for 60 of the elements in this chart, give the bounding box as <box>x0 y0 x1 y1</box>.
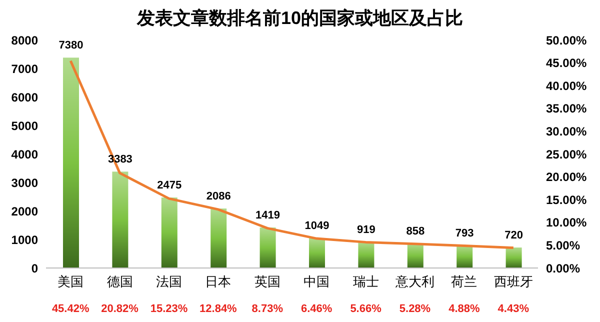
bar <box>260 228 276 268</box>
bar <box>456 245 473 268</box>
data-label: 720 <box>504 229 523 242</box>
data-label: 5.28% <box>399 303 431 315</box>
x-tick-label: 美国 <box>58 274 84 289</box>
y-tick-label: 3000 <box>11 176 38 190</box>
x-tick-label: 西班牙 <box>494 274 533 289</box>
x-tick-label: 日本 <box>205 274 232 289</box>
x-tick-label: 英国 <box>254 274 280 289</box>
data-label: 858 <box>406 226 425 238</box>
y-tick-label: 6000 <box>11 90 38 104</box>
data-label: 15.23% <box>150 303 188 315</box>
data-label: 4.43% <box>498 303 530 315</box>
y-tick-label: 5000 <box>11 118 38 133</box>
bar <box>210 208 227 268</box>
bar <box>112 172 128 268</box>
x-tick-label: 法国 <box>156 274 182 289</box>
data-label: 8.73% <box>252 303 284 315</box>
bar <box>161 197 178 268</box>
y2-tick-label: 35.00% <box>546 102 588 116</box>
bar <box>309 238 325 268</box>
y2-tick-label: 50.00% <box>546 33 588 48</box>
data-label: 7380 <box>58 40 84 52</box>
data-label: 4.88% <box>448 303 480 315</box>
x-tick-label: 荷兰 <box>451 274 478 289</box>
y2-tick-label: 30.00% <box>546 124 588 138</box>
y-tick-label: 2000 <box>11 204 38 218</box>
y2-tick-label: 0.00% <box>546 261 580 276</box>
bar <box>358 242 374 268</box>
y-tick-label: 7000 <box>11 62 38 76</box>
y-tick-label: 0 <box>31 261 38 276</box>
y-tick-label: 8000 <box>11 33 38 48</box>
data-label: 20.82% <box>101 303 139 315</box>
y-tick-label: 1000 <box>11 232 38 247</box>
chart-title: 发表文章数排名前10的国家或地区及占比 <box>136 7 464 30</box>
y2-tick-label: 40.00% <box>546 78 588 93</box>
y2-tick-label: 10.00% <box>546 216 588 230</box>
data-label: 793 <box>455 227 474 240</box>
data-label: 45.42% <box>52 303 90 315</box>
y2-tick-label: 5.00% <box>546 238 580 252</box>
y2-tick-label: 15.00% <box>546 192 588 207</box>
data-label: 5.66% <box>350 303 382 315</box>
data-label: 919 <box>357 224 376 236</box>
data-label: 6.46% <box>301 303 332 315</box>
data-label: 1049 <box>304 220 330 232</box>
bar <box>63 58 79 268</box>
bar <box>506 247 522 268</box>
x-tick-label: 中国 <box>304 274 330 289</box>
x-tick-label: 德国 <box>106 274 133 289</box>
y2-tick-label: 25.00% <box>546 147 588 162</box>
y2-tick-label: 20.00% <box>546 170 588 184</box>
x-tick-label: 意大利 <box>394 274 434 289</box>
data-label: 1419 <box>256 210 280 222</box>
data-label: 2475 <box>157 179 182 192</box>
data-label: 12.84% <box>200 303 238 315</box>
bar <box>407 244 424 268</box>
y-tick-label: 4000 <box>11 147 38 162</box>
data-label: 2086 <box>206 190 231 203</box>
y2-tick-label: 45.00% <box>546 56 588 70</box>
x-tick-label: 瑞士 <box>352 274 379 289</box>
